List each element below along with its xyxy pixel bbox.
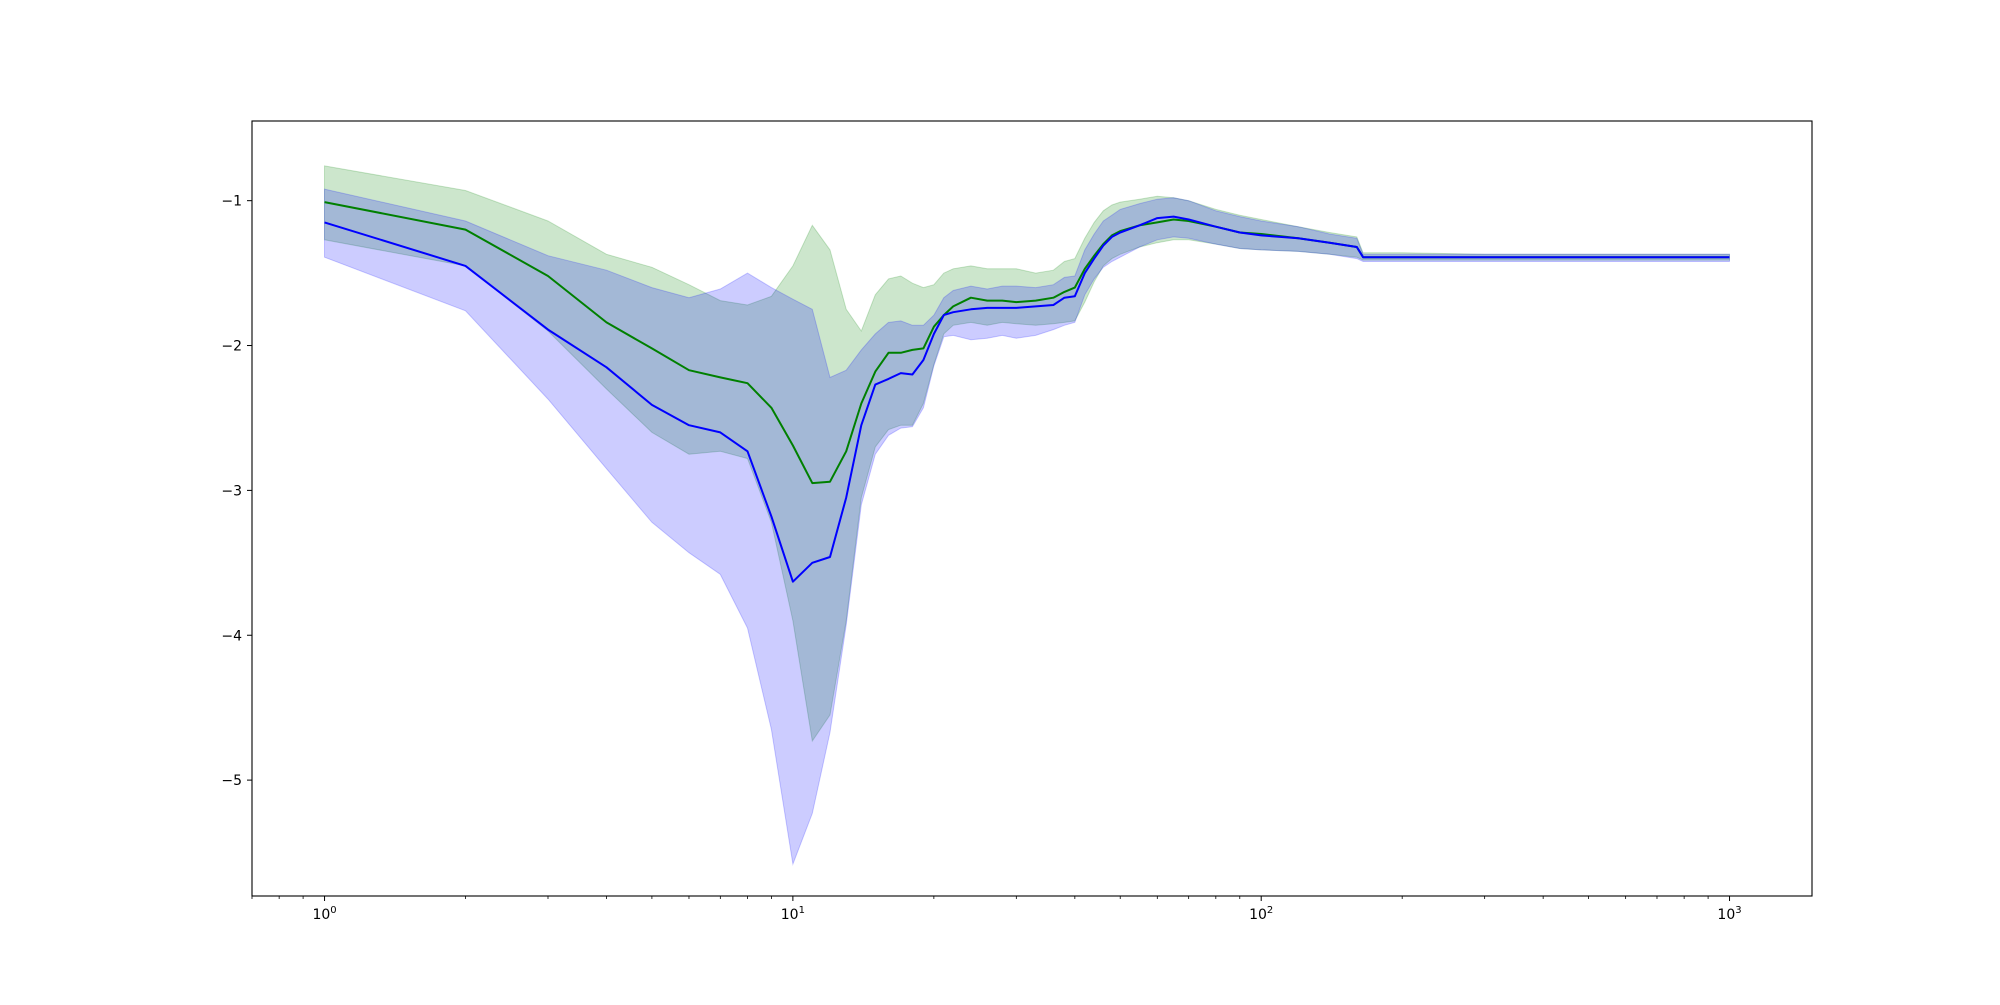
x-tick-label: 102 xyxy=(1249,905,1273,923)
x-tick-label: 103 xyxy=(1717,905,1741,923)
series-2-band xyxy=(324,188,1730,867)
y-tick-label: −3 xyxy=(221,483,242,499)
y-tick-label: −4 xyxy=(221,628,242,644)
x-tick-label: 100 xyxy=(312,905,336,923)
axes-frame xyxy=(251,120,1813,897)
series-1-line xyxy=(324,201,1730,485)
plot-area: −1 −2 −3 −4 −5 100 101 102 103 xyxy=(221,120,1813,923)
y-tick-label: −2 xyxy=(221,339,242,355)
series-2-line xyxy=(324,215,1730,583)
x-tick-label: 101 xyxy=(781,905,805,923)
y-tick-label: −5 xyxy=(221,773,242,789)
series-1-band xyxy=(324,165,1730,743)
y-tick-label: −1 xyxy=(221,194,242,210)
